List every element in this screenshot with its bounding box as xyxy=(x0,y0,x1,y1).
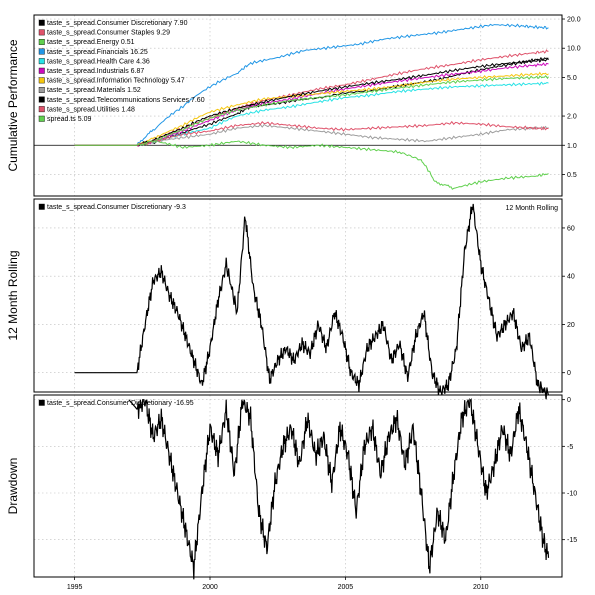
y-tick-label: 0 xyxy=(567,370,571,377)
legend-swatch xyxy=(38,115,45,122)
legend-swatch xyxy=(38,39,45,45)
panel-2: 0 20 40 60 12 Month Rolling taste_s_spread.Co… xyxy=(6,198,575,400)
series-line-6 xyxy=(74,62,549,147)
series-line-10 xyxy=(74,120,549,146)
series-line-3 xyxy=(74,139,549,190)
y-tick-label: 20 xyxy=(567,322,575,329)
y-tick-label: 0 xyxy=(567,397,571,404)
legend-entry: taste_s_spread.Utilities 1.48 xyxy=(47,106,135,113)
y-tick-label: 40 xyxy=(567,274,575,281)
legend-entry: taste_s_spread.Consumer Staples 9.29 xyxy=(47,30,170,37)
series-line-7 xyxy=(74,71,549,146)
legend-swatch xyxy=(38,29,45,36)
legend-entry: taste_s_spread.Consumer Discretionary -9… xyxy=(47,204,186,211)
series-line-11 xyxy=(74,75,549,146)
series-line-1 xyxy=(74,57,549,147)
y-tick-label: -5 xyxy=(567,444,573,451)
legend-swatch xyxy=(38,96,45,103)
x-tick-label: 2000 xyxy=(202,584,218,591)
y-tick-label: 0.5 xyxy=(567,172,577,179)
x-tick-label: 2005 xyxy=(338,584,354,591)
y-axis-title: 12 Month Rolling xyxy=(6,250,20,340)
legend-swatch xyxy=(38,86,45,93)
y-tick-label: 60 xyxy=(567,225,575,232)
legend-entry: taste_s_spread.Financials 16.25 xyxy=(47,49,148,56)
legend: taste_s_spread.Consumer Discretionary 7.… xyxy=(38,19,205,123)
y-tick-label: 1.0 xyxy=(567,143,577,150)
legend-entry: taste_s_spread.Consumer Discretionary -1… xyxy=(47,400,194,407)
y-axis-title: Drawdown xyxy=(6,458,20,515)
legend: taste_s_spread.Consumer Discretionary -9… xyxy=(38,203,186,211)
legend-swatch xyxy=(38,203,45,210)
legend-entry: taste_s_spread.Industrials 6.87 xyxy=(47,68,144,75)
panel-3: -15 -10 -5 0 Drawdown taste_s_spread.Consumer… xyxy=(6,394,577,580)
x-tick-label: 2010 xyxy=(473,584,489,591)
legend-entry: taste_s_spread.Telecommunications Servic… xyxy=(47,97,205,104)
series-line-1 xyxy=(128,397,550,580)
legend-swatch xyxy=(38,19,45,26)
series-line-8 xyxy=(74,123,549,147)
series-line-5 xyxy=(74,81,549,147)
panel-annotation: 12 Month Rolling xyxy=(505,205,558,212)
x-tick-label: 1995 xyxy=(67,584,83,591)
legend-swatch xyxy=(38,77,45,84)
legend-swatch xyxy=(38,67,45,74)
series-line-4 xyxy=(74,23,549,146)
y-axis-title: Cumulative Performance xyxy=(6,39,20,171)
y-tick-label: 20.0 xyxy=(567,17,581,24)
series-line-1 xyxy=(74,203,550,400)
y-tick-label: -10 xyxy=(567,491,577,498)
series-line-9 xyxy=(74,57,549,147)
y-tick-label: 10.0 xyxy=(567,46,581,53)
legend-swatch xyxy=(38,399,45,406)
legend-entry: spread.ts 5.09 xyxy=(47,116,91,123)
legend-entry: taste_s_spread.Information Technology 5.… xyxy=(47,78,185,85)
panel-frame xyxy=(33,14,563,197)
legend-swatch xyxy=(38,106,45,113)
panel-1: 0.5 1.0 2.0 5.0 10.0 20.0 Cumulative Performan… xyxy=(6,14,581,197)
legend-entry: taste_s_spread.Materials 1.52 xyxy=(47,87,141,94)
legend-swatch xyxy=(38,58,45,65)
legend: taste_s_spread.Consumer Discretionary -1… xyxy=(38,399,194,407)
legend-entry: taste_s_spread.Health Care 4.36 xyxy=(47,58,150,65)
panel-frame xyxy=(33,394,563,578)
panel-frame xyxy=(33,198,563,393)
y-tick-label: -15 xyxy=(567,537,577,544)
legend-swatch xyxy=(38,48,45,55)
legend-entry: taste_s_spread.Energy 0.51 xyxy=(47,39,135,46)
y-tick-label: 2.0 xyxy=(567,114,577,121)
y-tick-label: 5.0 xyxy=(567,75,577,82)
legend-entry: taste_s_spread.Consumer Discretionary 7.… xyxy=(47,20,188,27)
